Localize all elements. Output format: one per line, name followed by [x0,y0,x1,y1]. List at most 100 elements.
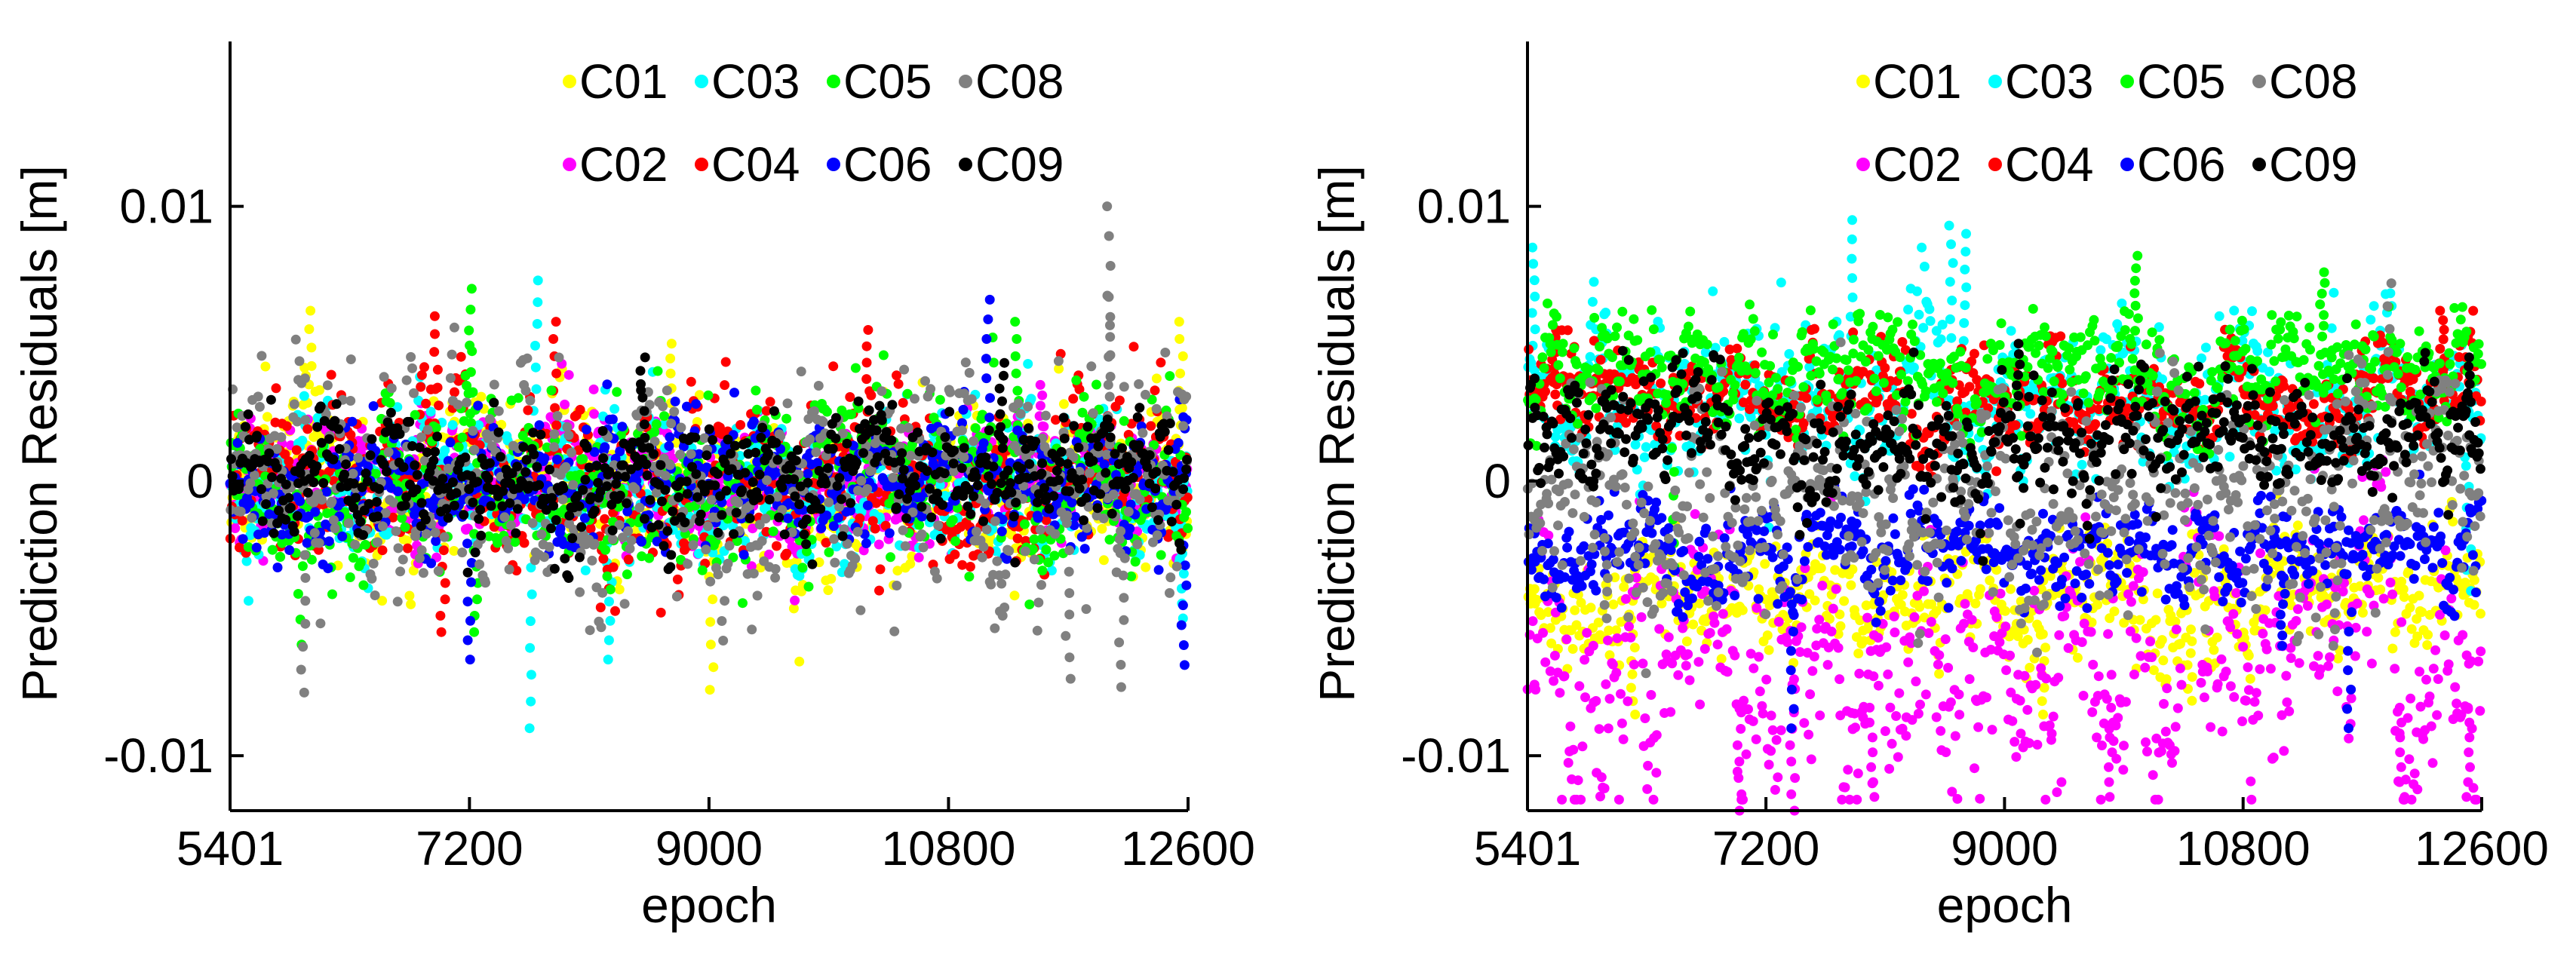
point-c06 [272,563,283,572]
point-c08 [1061,630,1071,641]
point-c02 [1039,422,1049,432]
point-c06 [771,468,781,478]
point-c08 [322,380,333,391]
point-c08 [549,429,560,440]
point-c04 [598,554,609,564]
point-c05 [578,454,588,465]
point-c05 [453,442,464,452]
point-c08 [1151,403,1162,414]
point-c08 [1105,311,1116,322]
point-c08 [1023,401,1033,412]
point-c08 [585,625,595,636]
point-c08 [406,351,416,362]
point-c09 [302,487,313,498]
point-c09 [529,449,539,460]
point-c02 [563,370,574,380]
point-c02 [589,409,600,419]
point-c08 [889,626,900,636]
point-c04 [519,538,530,548]
point-c01 [476,391,487,402]
point-c08 [299,687,309,698]
point-c01 [402,535,412,546]
point-c09 [532,462,542,472]
point-c08 [980,498,990,509]
point-c04 [863,325,874,335]
point-c05 [824,547,834,557]
point-c05 [400,522,410,532]
point-c08 [910,394,920,404]
point-c01 [708,662,719,673]
point-c09 [558,483,569,494]
point-c03 [532,319,542,329]
point-c08 [554,352,564,363]
point-c08 [292,416,302,427]
point-c09 [576,522,587,532]
point-c03 [580,565,591,575]
point-c08 [1098,514,1109,523]
point-c08 [1114,637,1125,648]
point-c05 [850,363,861,373]
point-c08 [1033,597,1044,608]
point-c08 [453,400,463,410]
point-c09 [546,523,556,534]
point-c06 [978,438,989,449]
point-c05 [464,325,474,336]
point-c05 [465,366,476,377]
point-c01 [408,566,419,576]
point-c04 [429,311,440,321]
point-c09 [512,462,523,472]
point-c05 [651,419,662,429]
point-c05 [467,346,477,357]
point-c08 [1105,372,1116,382]
point-c09 [284,492,294,503]
point-c06 [664,441,674,451]
point-c08 [422,425,433,435]
point-c06 [803,468,813,479]
point-c03 [1178,569,1189,579]
point-c08 [717,616,727,626]
point-c04 [861,341,872,351]
point-c08 [589,538,600,549]
point-c04 [548,334,559,344]
point-c05 [781,413,792,424]
point-c06 [729,388,739,398]
point-c08 [493,406,504,416]
point-c08 [393,543,404,554]
point-c09 [333,424,344,434]
point-c03 [525,643,536,653]
point-c08 [829,534,840,544]
point-c05 [1010,317,1021,327]
point-c08 [525,395,536,406]
point-c09 [468,497,478,508]
point-c04 [432,382,443,393]
point-c05 [345,572,355,582]
point-c08 [368,558,379,569]
point-c08 [353,452,364,463]
point-c08 [1134,494,1145,505]
point-c08 [1104,351,1114,362]
point-c08 [809,406,819,416]
point-c04 [551,368,562,379]
point-c01 [1141,562,1151,572]
point-c03 [604,597,614,607]
point-c05 [970,423,981,434]
point-c09 [355,517,366,527]
point-c02 [560,399,570,409]
point-c09 [574,552,585,563]
point-c08 [445,373,456,383]
point-c09 [339,469,349,480]
point-c08 [299,373,310,384]
point-c05 [267,544,278,555]
point-c09 [358,530,368,540]
point-c01 [671,437,682,448]
point-c08 [447,349,457,360]
point-c08 [770,564,781,574]
point-c08 [345,354,356,364]
point-c08 [1102,201,1113,212]
point-c08 [956,425,967,436]
point-c09 [505,498,515,508]
point-c04 [765,397,775,407]
point-c03 [603,655,613,665]
point-c06 [984,412,995,423]
point-c05 [465,409,475,419]
